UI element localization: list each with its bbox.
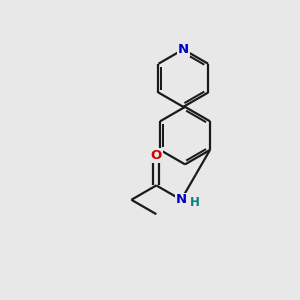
Text: N: N bbox=[176, 193, 187, 206]
Text: H: H bbox=[190, 196, 200, 209]
Text: O: O bbox=[151, 149, 162, 162]
Text: N: N bbox=[178, 43, 189, 56]
